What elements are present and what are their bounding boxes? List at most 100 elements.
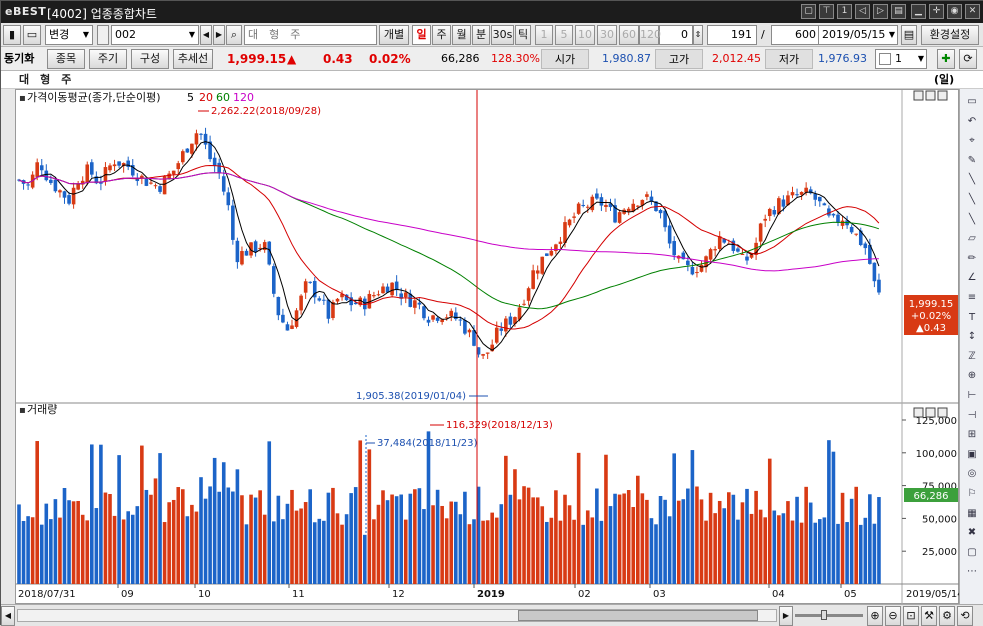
- zoom-icon[interactable]: ⌖: [969, 135, 975, 147]
- circle-icon[interactable]: ◎: [967, 468, 977, 480]
- wrench-icon[interactable]: ⚒: [921, 606, 937, 626]
- move-icon[interactable]: ✛: [929, 4, 944, 19]
- monitor-icon[interactable]: ▭: [23, 25, 41, 45]
- pitchfork-icon[interactable]: ⊢: [967, 390, 977, 401]
- cross-icon[interactable]: ⊞: [967, 429, 977, 441]
- minute-option-1[interactable]: 5: [555, 25, 573, 45]
- period-button-3[interactable]: 분: [472, 25, 490, 45]
- cycle-icon[interactable]: ℤ: [968, 350, 976, 362]
- panel-close-icon[interactable]: [937, 90, 948, 101]
- spin-input[interactable]: 0: [659, 25, 693, 45]
- zoom-out-icon[interactable]: ⊖: [885, 606, 901, 626]
- period-button[interactable]: 주기: [89, 49, 127, 69]
- zoom-in-icon[interactable]: ⊕: [867, 606, 883, 626]
- minute-option-2[interactable]: 10: [575, 25, 595, 45]
- fib-icon[interactable]: ≡: [967, 292, 977, 303]
- window-prev-icon[interactable]: ◁: [855, 4, 870, 19]
- volume-bar: [312, 522, 317, 584]
- panel-max-icon[interactable]: [925, 90, 936, 101]
- change-value: 0.43: [323, 52, 353, 66]
- line-icon[interactable]: ╲: [968, 174, 976, 186]
- sidebar-toggle-icon[interactable]: ▮: [3, 25, 21, 45]
- channel-icon[interactable]: ▱: [968, 233, 976, 245]
- candle-body: [431, 315, 435, 320]
- settings-button[interactable]: 환경설정: [921, 25, 979, 45]
- delete-icon[interactable]: ✖: [967, 527, 977, 539]
- lock-icon[interactable]: ▢: [967, 546, 977, 558]
- settings-icon[interactable]: ⚙: [939, 606, 955, 626]
- scroll-left-icon[interactable]: ◀: [1, 606, 15, 626]
- vol-panel-max-icon[interactable]: [925, 407, 936, 418]
- save-icon[interactable]: ▤: [901, 25, 917, 45]
- chart-canvas[interactable]: 125,000 100,000 75,000 50,000 25,000 09 10 11 12…: [16, 90, 964, 605]
- combo-select[interactable]: 1 ▼: [875, 49, 927, 69]
- code-input[interactable]: 002 ▼: [111, 25, 199, 45]
- volume-bar: [799, 522, 804, 584]
- period-button-5[interactable]: 틱: [515, 25, 531, 45]
- period-button-4[interactable]: 30s: [491, 25, 514, 45]
- panel-collapse-icon[interactable]: [913, 90, 924, 101]
- vol-panel-close-icon[interactable]: [937, 407, 948, 418]
- zoom-slider[interactable]: [795, 610, 863, 620]
- window-1-icon[interactable]: 1: [837, 4, 852, 19]
- mode-select[interactable]: 변경 ▼: [45, 25, 93, 45]
- total-input[interactable]: 600: [771, 25, 821, 45]
- magnet-icon[interactable]: ↶: [967, 115, 977, 127]
- candle-body: [608, 203, 613, 208]
- measure-icon[interactable]: ⊣: [967, 409, 977, 421]
- trend-button[interactable]: 추세선: [173, 49, 213, 69]
- angle-icon[interactable]: ∠: [967, 272, 977, 284]
- candle-body: [558, 241, 563, 244]
- window-next-icon[interactable]: ▷: [873, 4, 888, 19]
- window-print-icon[interactable]: ▤: [891, 4, 906, 19]
- chart-area[interactable]: 125,000 100,000 75,000 50,000 25,000 09 10 11 12…: [15, 89, 964, 605]
- trend-line-icon[interactable]: ╲: [968, 194, 976, 205]
- rect-icon[interactable]: ▣: [967, 448, 977, 460]
- search-icon[interactable]: ⌕: [226, 25, 242, 45]
- candle-body: [599, 197, 604, 206]
- minute-option-0[interactable]: 1: [535, 25, 553, 45]
- zoom-fit-icon[interactable]: ⊡: [903, 606, 919, 626]
- minute-option-3[interactable]: 30: [597, 25, 617, 45]
- price-panel-handle[interactable]: ▪: [19, 93, 26, 104]
- each-button[interactable]: 개별: [379, 25, 409, 45]
- spin-arrows-icon[interactable]: ⇕: [693, 25, 703, 45]
- eraser-icon[interactable]: ✎: [967, 154, 977, 166]
- cursor-icon[interactable]: ▭: [967, 96, 977, 107]
- date-input[interactable]: 2019/05/15 ▼: [818, 25, 898, 45]
- pencil-icon[interactable]: ✏: [967, 252, 977, 264]
- marker-icon[interactable]: ⚐: [967, 488, 977, 499]
- config-button[interactable]: 구성: [131, 49, 169, 69]
- scroll-right-icon[interactable]: ▶: [779, 606, 793, 626]
- gann-icon[interactable]: ⊕: [967, 370, 977, 382]
- maximize-icon[interactable]: ◉: [947, 4, 962, 19]
- period-button-0[interactable]: 일: [412, 25, 431, 45]
- close-icon[interactable]: ✕: [965, 4, 980, 19]
- scrollbar-thumb[interactable]: [518, 610, 758, 621]
- refresh-icon[interactable]: ⟳: [959, 49, 977, 69]
- ray-icon[interactable]: ╲: [968, 213, 976, 225]
- add-icon[interactable]: ✚: [937, 49, 955, 69]
- arrow-icon[interactable]: ↕: [967, 331, 977, 343]
- period-button-1[interactable]: 주: [432, 25, 451, 45]
- window-link-icon[interactable]: ⊤: [819, 4, 834, 19]
- grid-icon[interactable]: ▦: [967, 507, 977, 519]
- next-code-icon[interactable]: ▶: [213, 25, 225, 45]
- text-icon[interactable]: T: [968, 311, 976, 323]
- item-button[interactable]: 종목: [47, 49, 85, 69]
- minute-option-4[interactable]: 60: [619, 25, 639, 45]
- prev-code-icon[interactable]: ◀: [200, 25, 212, 45]
- horizontal-scrollbar[interactable]: [17, 609, 777, 622]
- volume-bar: [190, 504, 194, 584]
- volume-bar: [836, 523, 840, 584]
- volume-panel-handle[interactable]: ▪: [19, 405, 26, 416]
- reset-icon[interactable]: ⟲: [957, 606, 973, 626]
- window-restore-icon[interactable]: ▢: [801, 4, 816, 19]
- more-icon[interactable]: ⋯: [967, 566, 977, 578]
- count-input[interactable]: 191: [707, 25, 757, 45]
- minute-option-5[interactable]: 120: [639, 25, 661, 45]
- minimize-icon[interactable]: ▁: [911, 4, 926, 19]
- period-button-2[interactable]: 월: [452, 25, 471, 45]
- zoom-slider-thumb[interactable]: [821, 610, 827, 620]
- vol-panel-collapse-icon[interactable]: [913, 407, 924, 418]
